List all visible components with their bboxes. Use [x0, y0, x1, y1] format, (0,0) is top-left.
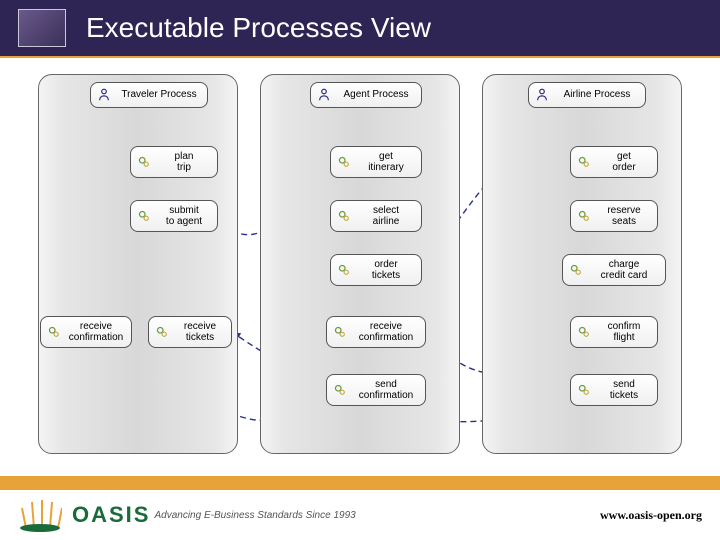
node-resseats: reserveseats [570, 200, 658, 232]
gear-icon [331, 381, 349, 399]
node-label: reserveseats [597, 205, 651, 228]
node-cflight: confirmflight [570, 316, 658, 348]
node-charge: chargecredit card [562, 254, 666, 286]
page-title: Executable Processes View [86, 12, 431, 44]
node-label: plantrip [157, 151, 211, 174]
node-sendconf: sendconfirmation [326, 374, 426, 406]
gear-icon [575, 323, 593, 341]
person-icon [95, 86, 113, 104]
node-label: sendtickets [597, 379, 651, 402]
oasis-logo: OASIS Advancing E-Business Standards Sin… [18, 498, 356, 532]
process-diagram: Traveler Process Agent Process Airline Pro… [0, 58, 720, 468]
node-label: receivetickets [175, 321, 225, 344]
node-label: chargecredit card [589, 259, 659, 282]
oasis-tagline: Advancing E-Business Standards Since 199… [154, 510, 355, 521]
title-decor-icon [18, 9, 66, 47]
oasis-sun-icon [18, 498, 62, 532]
footer-url: www.oasis-open.org [600, 508, 702, 523]
node-label: receiveconfirmation [353, 321, 419, 344]
node-label: Airline Process [555, 89, 639, 101]
gear-icon [335, 261, 353, 279]
node-ordtick: ordertickets [330, 254, 422, 286]
node-label: confirmflight [597, 321, 651, 344]
gear-icon [575, 207, 593, 225]
node-label: submitto agent [157, 205, 211, 228]
footer: OASIS Advancing E-Business Standards Sin… [0, 476, 720, 540]
node-sendtick: sendtickets [570, 374, 658, 406]
person-icon [315, 86, 333, 104]
gear-icon [335, 207, 353, 225]
node-label: Agent Process [337, 89, 415, 101]
gear-icon [335, 153, 353, 171]
node-rtickets: receivetickets [148, 316, 232, 348]
gear-icon [575, 381, 593, 399]
title-bar: Executable Processes View [0, 0, 720, 58]
node-label: getorder [597, 151, 651, 174]
gear-icon [331, 323, 349, 341]
node-label: getitinerary [357, 151, 415, 174]
node-air_hdr: Airline Process [528, 82, 646, 108]
node-agent_hdr: Agent Process [310, 82, 422, 108]
node-getorder: getorder [570, 146, 658, 178]
lane-traveler [38, 74, 238, 454]
node-label: Traveler Process [117, 89, 201, 101]
node-trav_hdr: Traveler Process [90, 82, 208, 108]
node-selair: selectairline [330, 200, 422, 232]
node-arconf: receiveconfirmation [326, 316, 426, 348]
gear-icon [153, 323, 171, 341]
node-plan: plantrip [130, 146, 218, 178]
node-getitin: getitinerary [330, 146, 422, 178]
gear-icon [45, 323, 63, 341]
node-submit: submitto agent [130, 200, 218, 232]
node-rconf: receiveconfirmation [40, 316, 132, 348]
node-label: sendconfirmation [353, 379, 419, 402]
gear-icon [135, 207, 153, 225]
oasis-wordmark: OASIS [72, 502, 150, 528]
gear-icon [567, 261, 585, 279]
gear-icon [135, 153, 153, 171]
gear-icon [575, 153, 593, 171]
node-label: receiveconfirmation [67, 321, 125, 344]
person-icon [533, 86, 551, 104]
node-label: ordertickets [357, 259, 415, 282]
node-label: selectairline [357, 205, 415, 228]
